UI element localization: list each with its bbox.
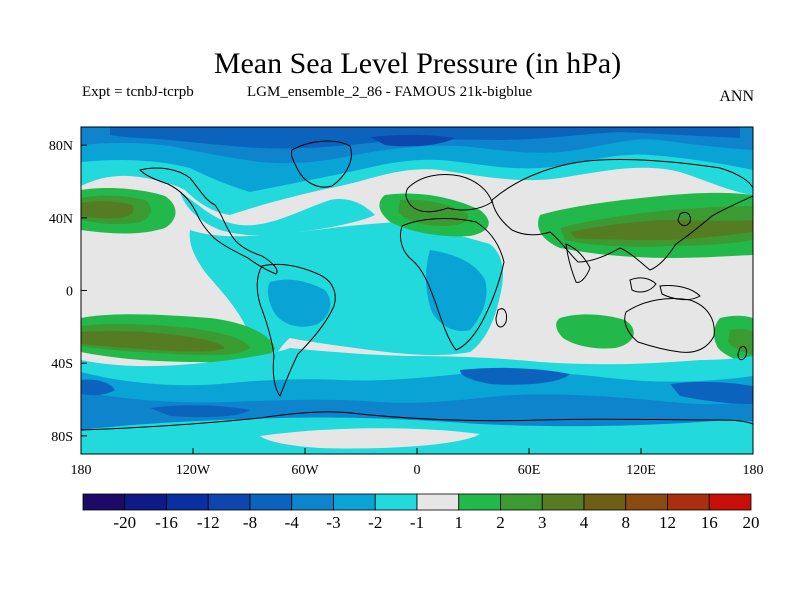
lon-tick-label: 180 [743,463,764,478]
colorbar-label: -3 [326,513,341,532]
pressure-field [81,127,753,454]
colorbar-label: 4 [579,513,589,532]
colorbar-label: 12 [659,513,676,532]
colorbar-swatch [124,493,167,511]
colorbar-swatch [416,493,460,511]
africa-coast [399,218,505,351]
lon-tick-label: 60W [291,463,319,478]
lon-tick-label: 180 [71,463,92,478]
latitude-axis: 80N 40N 0 40S 80S [49,139,87,445]
europe-coast [405,174,493,213]
lat-tick-label: 0 [66,285,73,300]
new-zealand-coast [737,345,747,361]
tasman-high-core [728,329,753,355]
africa-low [426,250,487,332]
lat-tick-label: 80S [51,430,73,445]
south-america-coast [256,263,336,398]
south-indian-high [556,314,634,349]
japan-coast [677,211,691,227]
north-atlantic-low [180,192,375,236]
north-pacific-high-core [81,201,134,219]
colorbar-label: -2 [368,513,383,532]
colorbar-swatch [541,493,585,511]
colorbar-swatch [166,493,209,511]
india-coast [565,243,591,283]
lon-tick-label: 0 [414,463,421,478]
south-pacific-high-core [81,331,225,352]
madagascar-coast [495,308,507,328]
southern-ocean-low-core-west [150,405,250,418]
south-america-low [267,279,331,327]
southern-ocean-low-core-south-atlantic [460,367,570,385]
lat-tick-label: 40S [51,357,73,372]
colorbar-label: -1 [409,513,425,532]
north-america-coast [139,167,278,275]
colorbar-label: 8 [621,513,631,532]
longitude-axis: 180 120W 60W 0 60E 120E 180 [71,448,764,478]
colorbar-label: 2 [496,513,505,532]
colorbar-swatch [625,493,668,511]
colorbar-swatch [82,493,126,511]
lat-tick-label: 40N [49,212,73,227]
lon-tick-label: 120W [176,463,211,478]
southern-ocean-low-core-dateline [81,379,115,396]
season-label: ANN [719,88,754,105]
greenland-coast [291,140,352,188]
experiment-label: Expt = tcnbJ-tcrpb [82,84,194,100]
new-guinea-coast [659,285,701,301]
borneo-coast [629,277,657,293]
asia-coast [491,158,753,271]
colorbar-label: -4 [284,513,299,532]
lon-tick-label: 120E [626,463,656,478]
colorbar-swatch [708,493,752,511]
mediterranean-high-core [398,199,469,226]
run-name-label: LGM_ensemble_2_86 - FAMOUS 21k-bigblue [247,84,533,100]
arctic-low-center [370,134,455,147]
lon-tick-label: 60E [518,463,541,478]
colorbar-swatch [458,493,501,511]
southern-ocean-low-core-east [670,381,753,404]
colorbar-label: -16 [155,513,178,532]
colorbar-label: 16 [700,513,718,532]
colorbar-label: 1 [454,513,464,532]
colorbar-swatch [249,493,293,511]
lat-tick-label: 80N [49,139,73,154]
colorbar-swatch [583,493,627,511]
colorbar-swatch [667,493,710,511]
colorbar-swatch [500,493,543,511]
antarctic-interior [260,428,480,449]
antarctica-coast [81,411,753,431]
coastlines [81,140,753,431]
colorbar [82,493,752,511]
australia-coast [624,298,715,353]
colorbar-swatch [374,493,418,511]
colorbar-swatch [291,493,334,511]
colorbar-swatch [207,493,251,511]
colorbar-label: -8 [242,513,258,532]
colorbar-label: 3 [538,513,547,532]
colorbar-label: 20 [742,513,760,532]
chart-title: Mean Sea Level Pressure (in hPa) [213,47,622,80]
colorbar-label: -20 [113,513,137,532]
colorbar-swatch [333,493,376,511]
colorbar-label: -12 [196,513,220,532]
asian-high-core [570,220,753,240]
